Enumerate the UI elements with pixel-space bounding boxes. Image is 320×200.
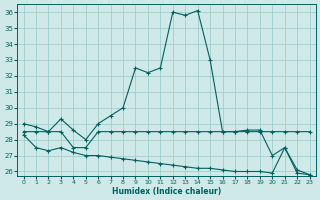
X-axis label: Humidex (Indice chaleur): Humidex (Indice chaleur) <box>112 187 221 196</box>
